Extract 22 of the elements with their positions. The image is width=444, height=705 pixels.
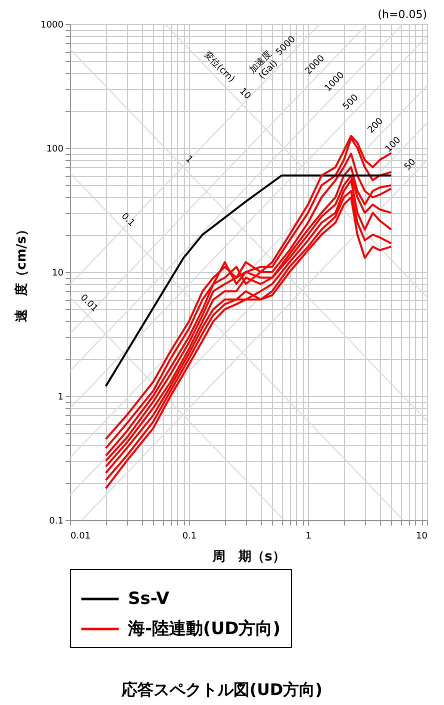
y-tick-label: 0.1	[49, 516, 64, 526]
annotation: 200	[366, 116, 386, 136]
x-tick-label: 0.01	[70, 532, 91, 542]
x-tick-label: 0.1	[182, 532, 197, 542]
x-axis-title: 周 期（s）	[212, 550, 286, 564]
y-tick-label: 1000	[40, 20, 64, 30]
annotation: 50	[402, 157, 418, 172]
annotation: 0.1	[119, 212, 136, 229]
annotation: 500	[341, 92, 361, 112]
legend-label: Ss-V	[128, 589, 170, 609]
y-axis-title: 速 度（cm/s）	[14, 223, 30, 322]
y-tick-label: 100	[46, 144, 64, 154]
y-tick-label: 1	[58, 392, 64, 402]
annotation: 100	[384, 135, 404, 155]
y-tick-label: 10	[52, 268, 64, 278]
legend-label: 海-陸連動(UD方向)	[127, 619, 281, 639]
x-tick-label: 10	[416, 532, 428, 542]
annotation: 10	[237, 86, 252, 102]
text: (h=0.05)	[378, 8, 427, 21]
text: 応答スペクトル図(UD方向)	[120, 680, 322, 699]
annotation: 1	[183, 154, 194, 166]
x-tick-label: 1	[306, 532, 312, 542]
